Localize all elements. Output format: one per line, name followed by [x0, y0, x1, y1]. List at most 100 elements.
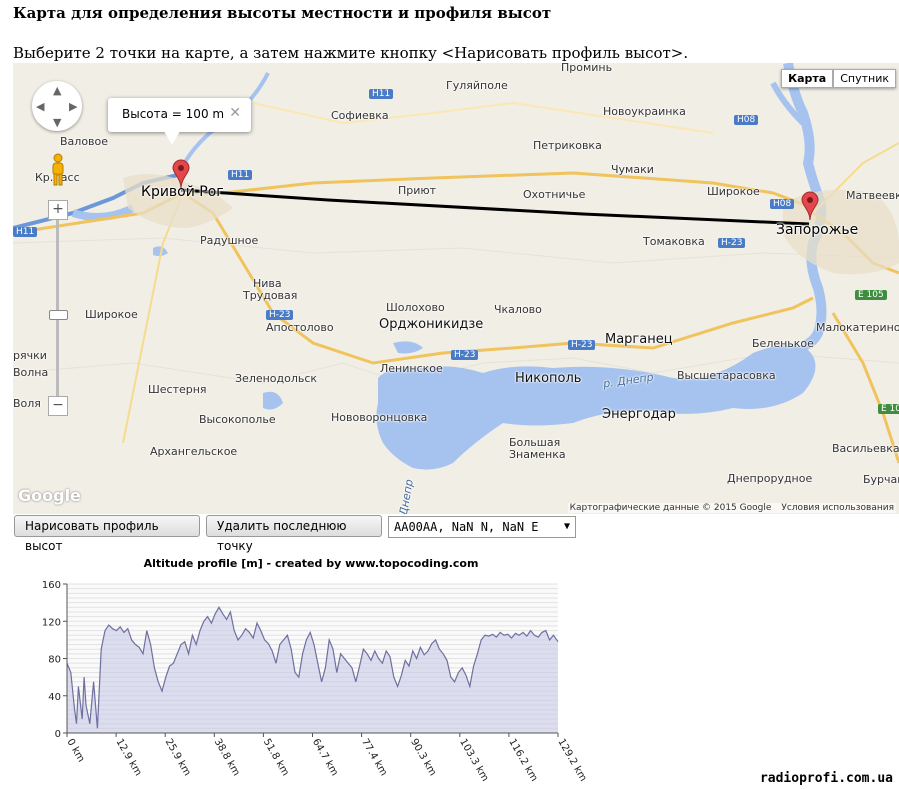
map-label-nikopol: Никополь	[515, 371, 582, 386]
pan-right-icon[interactable]: ▶	[69, 100, 78, 113]
map-label-vasilevka: Васильевка	[832, 442, 899, 455]
pan-down-icon[interactable]: ▼	[53, 116, 62, 129]
map-label-valovoe: Валовое	[60, 135, 109, 148]
map-label-zaporozhye: Запорожье	[776, 222, 859, 238]
map-label-zelenodolsk: Зеленодольск	[235, 372, 318, 385]
x-tick-label: 25.9 km	[163, 737, 193, 778]
map-label-kryvyi-rih: Кривой Рог	[141, 184, 224, 200]
map-copyright-text: Картографические данные © 2015 Google	[569, 503, 772, 513]
map-attribution: Картографические данные © 2015 Google Усл…	[567, 503, 896, 513]
chart-axes	[63, 584, 558, 737]
site-watermark: radioprofi.com.ua	[757, 771, 895, 786]
road-label-h08: H08	[734, 115, 759, 125]
page-title: Карта для определения высоты местности и…	[13, 4, 552, 22]
zoom-control[interactable]: + −	[48, 200, 68, 418]
x-tick-label: 64.7 km	[310, 737, 340, 778]
road-label-e105: E 105	[855, 290, 887, 300]
delete-last-point-button[interactable]: Удалить последнюю точку	[206, 515, 382, 553]
map-label-novoukrainka: Новоукраинка	[603, 105, 686, 118]
x-tick-label: 103.3 km	[457, 737, 490, 784]
y-tick-label: 40	[48, 692, 61, 703]
map-label-marganets: Марганец	[605, 332, 673, 347]
map-label-vysokopole: Высокополье	[199, 413, 276, 426]
google-logo: Google	[18, 486, 81, 505]
map-label-belenkoe: Беленькое	[752, 337, 814, 350]
map-type-control[interactable]: Карта Спутник	[781, 69, 896, 88]
terms-of-use-link[interactable]: Условия использования	[781, 503, 894, 513]
map-label-gulyaipole: Гуляйполе	[446, 79, 508, 92]
instruction-text: Выберите 2 точки на карте, а затем нажми…	[13, 44, 689, 62]
map-label-shesternya: Шестерня	[148, 383, 207, 396]
road-label-h11: H11	[13, 227, 38, 237]
pan-up-icon[interactable]: ▲	[53, 84, 62, 97]
map-label-okhotniche: Охотничье	[523, 188, 586, 201]
map-label-matveevka: Матвеевка	[846, 189, 899, 202]
map-label-chkalovo: Чкалово	[494, 303, 542, 316]
road-label-h23: H-23	[718, 238, 746, 248]
y-tick-label: 0	[55, 729, 61, 740]
x-tick-label: 90.3 km	[408, 737, 438, 778]
draw-profile-button[interactable]: Нарисовать профиль высот	[14, 515, 200, 553]
street-view-pegman-icon[interactable]	[50, 153, 66, 187]
zoom-out-button[interactable]: −	[48, 396, 68, 416]
x-tick-label: 51.8 km	[261, 737, 291, 778]
map-type-satellite-button[interactable]: Спутник	[833, 69, 896, 88]
map-label-trudovaya: Трудовая	[243, 289, 298, 302]
road-label-h11: H11	[228, 170, 253, 180]
map-label-malokaterinovka: Малокатериновка	[816, 321, 899, 334]
map-label-priyut: Приют	[398, 184, 437, 197]
info-window-tail	[164, 131, 180, 145]
map-view[interactable]: Валовое Кр…асс Софиевка Гуляйполе Промин…	[13, 63, 899, 514]
road-label-h23: H-23	[266, 310, 294, 320]
pan-control[interactable]: ▲ ▼ ◀ ▶	[32, 81, 82, 131]
map-label-vysshetarasovka: Высшетарасовка	[677, 369, 776, 382]
y-tick-label: 120	[42, 617, 61, 628]
x-tick-label: 77.4 km	[359, 737, 389, 778]
map-label-volna: Волна	[13, 366, 49, 379]
y-tick-label: 160	[42, 580, 61, 591]
map-label-chumaki: Чумаки	[611, 163, 654, 176]
y-tick-label: 80	[48, 655, 61, 666]
map-type-map-button[interactable]: Карта	[781, 69, 834, 88]
map-label-radushnoe: Радушное	[200, 234, 259, 247]
map-label-shirokoe-e: Широкое	[707, 185, 760, 198]
map-label-petrikovka: Петриковка	[533, 139, 602, 152]
map-label-burchak: Бурчак	[863, 473, 899, 486]
map-label-apostolovo: Апостолово	[266, 321, 334, 334]
map-label-dneprorudnoe: Днепрорудное	[727, 472, 813, 485]
zoom-slider-thumb[interactable]	[49, 310, 68, 320]
road-label-h11: H11	[369, 89, 394, 99]
pan-left-icon[interactable]: ◀	[36, 100, 45, 113]
map-label-bolshaya-znamenka: Большая Знаменка	[509, 436, 566, 461]
map-label-ryazhki: рячки	[13, 349, 47, 362]
chevron-down-icon: ▼	[563, 521, 570, 532]
x-tick-label: 0 km	[64, 737, 86, 764]
x-tick-label: 116.2 km	[506, 737, 539, 784]
x-tick-label: 38.8 km	[212, 737, 242, 778]
map-label-volya: Воля	[13, 397, 41, 410]
coordinate-select-value: AA00AA, NaN N, NaN E	[394, 520, 539, 534]
map-label-energodar: Энергодар	[602, 407, 676, 422]
map-label-leninskoe: Ленинское	[380, 362, 443, 375]
road-label-h23: H-23	[568, 340, 596, 350]
map-label-novovorontsovka: Нововоронцовка	[331, 411, 428, 424]
map-label-sholokhovo: Шолохово	[386, 301, 445, 314]
altitude-info-window: Высота = 100 m ✕	[108, 98, 251, 145]
coordinate-format-select[interactable]: AA00AA, NaN N, NaN E ▼	[388, 516, 576, 538]
map-marker-end[interactable]	[801, 191, 819, 221]
x-axis-ticks: 0 km 12.9 km 25.9 km 38.8 km 51.8 km 64.7 km 7…	[64, 733, 589, 784]
altitude-profile-chart: Altitude profile [m] - created by www.to…	[42, 557, 589, 784]
map-marker-start[interactable]	[172, 159, 190, 189]
zoom-in-button[interactable]: +	[48, 200, 68, 220]
close-icon[interactable]: ✕	[229, 105, 241, 121]
map-label-arkhangelskoe: Архангельское	[150, 445, 238, 458]
map-label-tomakovka: Томаковка	[643, 235, 705, 248]
map-label-niva: Нива	[253, 277, 282, 290]
x-tick-label: 129.2 km	[555, 737, 588, 784]
road-label-h23: H-23	[451, 350, 479, 360]
map-label-sofievka: Софиевка	[331, 109, 389, 122]
y-axis-ticks: 0 40 80 120 160	[42, 580, 67, 740]
altitude-line	[66, 606, 559, 729]
map-label-promin: Проминь	[561, 63, 613, 74]
altitude-info-text: Высота = 100 m	[122, 107, 225, 121]
